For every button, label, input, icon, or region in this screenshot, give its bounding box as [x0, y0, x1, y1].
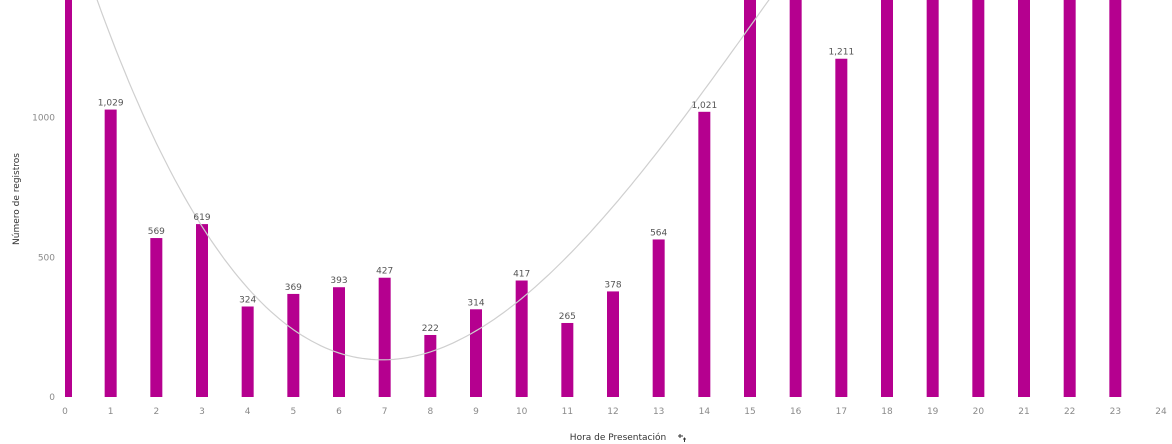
- bar[interactable]: [1063, 0, 1076, 397]
- x-tick-label: 9: [473, 407, 479, 417]
- y-tick-label: 1000: [32, 114, 55, 124]
- x-tick-label: 0: [62, 407, 68, 417]
- x-tick-label: 13: [653, 407, 664, 417]
- x-tick-label: 15: [744, 407, 755, 417]
- trend-line: [96, 0, 770, 361]
- x-tick-label: 11: [562, 407, 573, 417]
- x-tick-label: 4: [245, 407, 251, 417]
- x-tick-label: 1: [108, 407, 114, 417]
- bar[interactable]: [287, 293, 300, 397]
- x-tick-label: 22: [1064, 407, 1075, 417]
- x-tick-label: 17: [836, 407, 847, 417]
- bar[interactable]: [835, 58, 848, 397]
- bar[interactable]: [65, 0, 72, 397]
- data-label: 222: [422, 324, 439, 334]
- data-label: 378: [604, 280, 621, 290]
- x-tick-label: 5: [290, 407, 296, 417]
- bar[interactable]: [1018, 0, 1030, 397]
- data-label: 569: [148, 227, 165, 237]
- bar[interactable]: [241, 306, 254, 397]
- x-tick-label: 19: [927, 407, 939, 417]
- data-label: 417: [513, 270, 530, 280]
- x-axis-title: Hora de Presentación: [570, 432, 666, 443]
- x-tick-label: 2: [153, 407, 159, 417]
- x-tick-label: 14: [699, 407, 711, 417]
- x-axis-title-group: Hora de Presentación: [570, 432, 686, 443]
- x-tick-label: 21: [1018, 407, 1029, 417]
- bar[interactable]: [881, 0, 893, 397]
- bar[interactable]: [698, 111, 711, 397]
- bar[interactable]: [607, 291, 619, 397]
- bar[interactable]: [333, 287, 345, 397]
- y-tick-label: 0: [49, 393, 55, 403]
- data-label: 1,021: [691, 101, 717, 111]
- bar[interactable]: [972, 0, 985, 397]
- y-axis-ticks: 050010001500200025003000: [32, 114, 55, 403]
- data-labels: 2,0661,029569619324369393427222314417265…: [98, 48, 854, 334]
- x-tick-label: 10: [516, 407, 528, 417]
- y-axis-title: Número de registros: [12, 153, 22, 245]
- x-tick-label: 7: [382, 407, 388, 417]
- bar[interactable]: [744, 0, 756, 397]
- x-tick-label: 18: [881, 407, 893, 417]
- data-label: 265: [559, 312, 576, 322]
- sort-icon[interactable]: [678, 434, 686, 442]
- data-label: 369: [285, 283, 302, 293]
- bars: [65, 0, 1122, 398]
- bar[interactable]: [789, 0, 802, 397]
- data-label: 1,029: [98, 99, 124, 109]
- data-label: 564: [650, 228, 667, 238]
- data-label: 1,211: [828, 48, 854, 58]
- x-tick-label: 24: [1155, 407, 1167, 417]
- bar[interactable]: [926, 0, 939, 397]
- x-tick-label: 23: [1110, 407, 1121, 417]
- bar[interactable]: [561, 322, 574, 397]
- data-label: 619: [193, 213, 210, 223]
- x-tick-label: 20: [973, 407, 985, 417]
- bar[interactable]: [196, 224, 208, 397]
- x-tick-label: 12: [607, 407, 618, 417]
- bar[interactable]: [652, 239, 665, 397]
- y-tick-label: 500: [38, 253, 55, 263]
- bar[interactable]: [470, 309, 482, 397]
- data-label: 427: [376, 267, 393, 277]
- x-tick-label: 3: [199, 407, 205, 417]
- data-label: 314: [467, 298, 484, 308]
- bar[interactable]: [150, 238, 163, 397]
- bar[interactable]: [104, 109, 117, 398]
- data-label: 393: [330, 276, 347, 286]
- bar[interactable]: [378, 277, 391, 397]
- x-tick-label: 6: [336, 407, 342, 417]
- data-label: 324: [239, 295, 256, 305]
- bar[interactable]: [1109, 0, 1122, 397]
- bar[interactable]: [424, 334, 437, 397]
- x-axis-ticks: 0 1 2 3 4 5 6 7 8 9 10 11 12 13 14 15 16 17 18 19 20 21 22 23 24: [62, 407, 1167, 417]
- x-tick-label: 8: [427, 407, 433, 417]
- x-tick-label: 16: [790, 407, 802, 417]
- bar[interactable]: [515, 280, 528, 397]
